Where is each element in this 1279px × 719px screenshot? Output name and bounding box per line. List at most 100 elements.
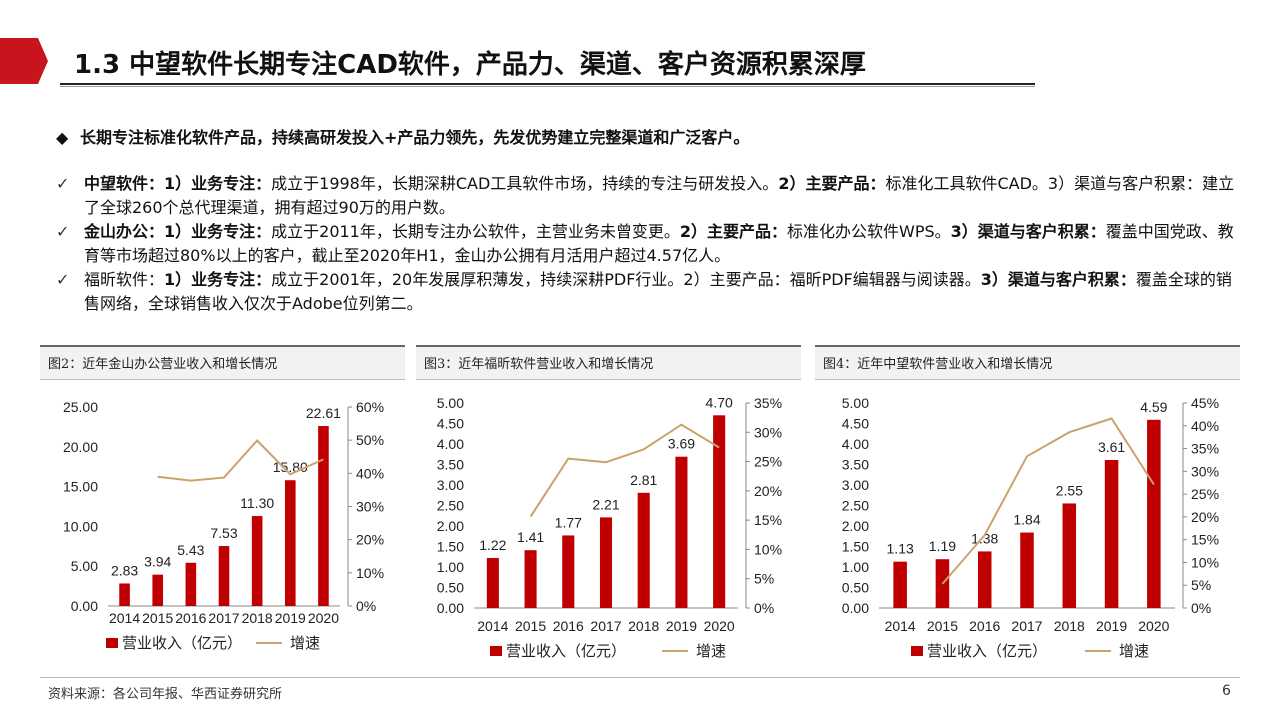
y2-tick-label: 20%: [1191, 509, 1219, 525]
bar-value-label: 3.61: [1098, 439, 1125, 455]
y-tick-label: 0.00: [71, 598, 98, 614]
check-text-segment: 覆盖全球的销售网络，全球销售收入仅次于Adobe位列第二。: [84, 270, 1232, 313]
check-text-segment: 成立于2001年，20年发展厚积薄发，持续深耕PDF行业。2）主要产品：福昕PD…: [271, 270, 981, 289]
chart-header: 图4：近年中望软件营业收入和增长情况: [815, 345, 1240, 380]
legend-bar-swatch: [911, 646, 923, 656]
bar-value-label: 3.94: [144, 554, 171, 570]
chart-panel-kingsoft: 图2：近年金山办公营业收入和增长情况 0.00 5.00 10.00 15.00 20.…: [40, 345, 405, 675]
revenue-bar: [486, 557, 499, 608]
chart-header: 图3：近年福昕软件营业收入和增长情况: [416, 345, 801, 380]
legend-line-label: 增速: [290, 634, 320, 652]
check-text-segment: 3）渠道与客户积累：: [950, 222, 1106, 241]
key-point: ◆ 长期专注标准化软件产品，持续高研发投入+产品力领先，先发优势建立完整渠道和广泛…: [56, 124, 749, 148]
legend-bar-label: 营业收入（亿元）: [927, 642, 1047, 660]
y2-tick-label: 0%: [1191, 600, 1211, 616]
y2-tick-label: 10%: [754, 541, 782, 557]
check-item-text: 金山办公：1）业务专注：成立于2011年，长期专注办公软件，主营业务未曾变更。2…: [84, 220, 1236, 268]
check-item-zwsoft: ✓ 中望软件：1）业务专注：成立于1998年，长期深耕CAD工具软件市场，持续的…: [56, 172, 1236, 220]
bar-value-label: 7.53: [210, 525, 237, 541]
revenue-bar: [152, 574, 164, 606]
check-text-segment: 3）渠道与客户积累：: [980, 270, 1136, 289]
chart-header: 图2：近年金山办公营业收入和增长情况: [40, 345, 405, 380]
title-underline: [60, 83, 1035, 85]
revenue-bar: [637, 492, 650, 608]
check-item-kingsoft: ✓ 金山办公：1）业务专注：成立于2011年，长期专注办公软件，主营业务未曾变更…: [56, 220, 1236, 268]
y2-tick-label: 25%: [1191, 486, 1219, 502]
growth-line: [529, 423, 720, 518]
x-tick-label: 2017: [590, 618, 621, 634]
x-tick-label: 2014: [109, 610, 140, 626]
y-tick-label: 5.00: [842, 395, 869, 411]
title-accent: [0, 38, 48, 84]
y2-tick-label: 0%: [356, 598, 376, 614]
bar-value-label: 1.77: [555, 514, 582, 530]
x-tick-label: 2018: [242, 610, 273, 626]
y2-tick-label: 50%: [356, 432, 384, 448]
y-tick-label: 25.00: [63, 399, 98, 415]
y2-tick-label: 40%: [1191, 418, 1219, 434]
bar-value-label: 2.83: [111, 562, 138, 578]
y-tick-label: 20.00: [63, 439, 98, 455]
legend-line-label: 增速: [1119, 642, 1149, 660]
check-item-text: 中望软件：1）业务专注：成立于1998年，长期深耕CAD工具软件市场，持续的专注…: [84, 172, 1236, 220]
legend-bar-swatch: [106, 638, 118, 648]
title-underline-thin: [60, 86, 1035, 87]
y2-tick-label: 5%: [754, 571, 774, 587]
revenue-bar: [251, 516, 263, 606]
bar-value-label: 1.41: [517, 529, 544, 545]
y-tick-label: 1.00: [842, 559, 869, 575]
y-tick-label: 0.50: [437, 580, 464, 596]
x-tick-label: 2019: [1096, 618, 1127, 634]
revenue-bar: [185, 562, 197, 606]
revenue-bar: [893, 561, 907, 608]
revenue-bar: [119, 583, 130, 606]
revenue-bar: [318, 426, 329, 606]
y-tick-label: 2.50: [842, 498, 869, 514]
legend-bar-label: 营业收入（亿元）: [506, 642, 626, 660]
y-tick-label: 1.50: [842, 539, 869, 555]
bar-value-label: 1.19: [929, 538, 956, 554]
y2-tick-label: 35%: [754, 395, 782, 411]
bar-value-label: 22.61: [306, 405, 341, 421]
y-tick-label: 0.50: [842, 580, 869, 596]
bar-value-label: 1.84: [1013, 512, 1040, 528]
y2-tick-label: 20%: [356, 532, 384, 548]
chart-foxit-revenue: 0.00 0.50 1.00 1.50 2.00 2.50 3.00 3.50 4.00 4.50…: [437, 394, 782, 660]
bar-value-label: 2.55: [1056, 482, 1083, 498]
y-tick-label: 5.00: [437, 395, 464, 411]
y-tick-label: 4.50: [437, 416, 464, 432]
page-number: 6: [1222, 683, 1231, 699]
growth-line: [157, 439, 324, 482]
diamond-bullet-icon: ◆: [56, 128, 69, 147]
y2-tick-label: 15%: [1191, 532, 1219, 548]
footer-divider: [40, 677, 1240, 678]
source-note: 资料来源：各公司年报、华西证券研究所: [48, 687, 283, 702]
y2-tick-label: 30%: [356, 499, 384, 515]
y2-tick-label: 15%: [754, 512, 782, 528]
x-tick-label: 2020: [308, 610, 339, 626]
revenue-bar: [562, 535, 575, 608]
y2-tick-label: 60%: [356, 399, 384, 415]
check-text-segment: 2）主要产品：: [778, 174, 886, 193]
chart-zwsoft-revenue: 0.00 0.50 1.00 1.50 2.00 2.50 3.00 3.50 4.00 4.50…: [842, 395, 1219, 660]
y-tick-label: 2.00: [437, 518, 464, 534]
x-tick-label: 2015: [515, 618, 546, 634]
y-tick-label: 4.00: [842, 436, 869, 452]
bar-value-label: 2.81: [630, 472, 657, 488]
legend-line-label: 增速: [696, 642, 726, 660]
bar-value-label: 4.59: [1140, 399, 1167, 415]
revenue-bar: [977, 551, 992, 608]
x-tick-label: 2017: [208, 610, 239, 626]
y-tick-label: 10.00: [63, 518, 98, 534]
x-tick-label: 2017: [1011, 618, 1042, 634]
x-tick-label: 2020: [1138, 618, 1169, 634]
y2-tick-label: 10%: [356, 565, 384, 581]
y-tick-label: 2.50: [437, 498, 464, 514]
chart-kingsoft-revenue: 0.00 5.00 10.00 15.00 20.00 25.00 0% 10% 20% 30% 4…: [63, 399, 384, 652]
chart-panel-foxit: 图3：近年福昕软件营业收入和增长情况 0.00 0.50 1.00 1.50 2.00 2…: [416, 345, 801, 675]
x-tick-label: 2018: [628, 618, 659, 634]
y2-tick-label: 45%: [1191, 395, 1219, 411]
revenue-bar: [284, 480, 296, 606]
y-tick-label: 3.50: [842, 457, 869, 473]
y2-tick-label: 40%: [356, 465, 384, 481]
